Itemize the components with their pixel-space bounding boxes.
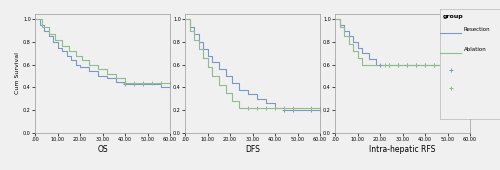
X-axis label: DFS: DFS [245,144,260,154]
X-axis label: OS: OS [97,144,108,154]
Y-axis label: Cum Survival: Cum Survival [16,52,20,94]
Text: Resection: Resection [464,27,490,32]
X-axis label: Intra-hepatic RFS: Intra-hepatic RFS [370,144,436,154]
Text: group: group [443,14,464,19]
Text: Ablation: Ablation [464,47,487,52]
